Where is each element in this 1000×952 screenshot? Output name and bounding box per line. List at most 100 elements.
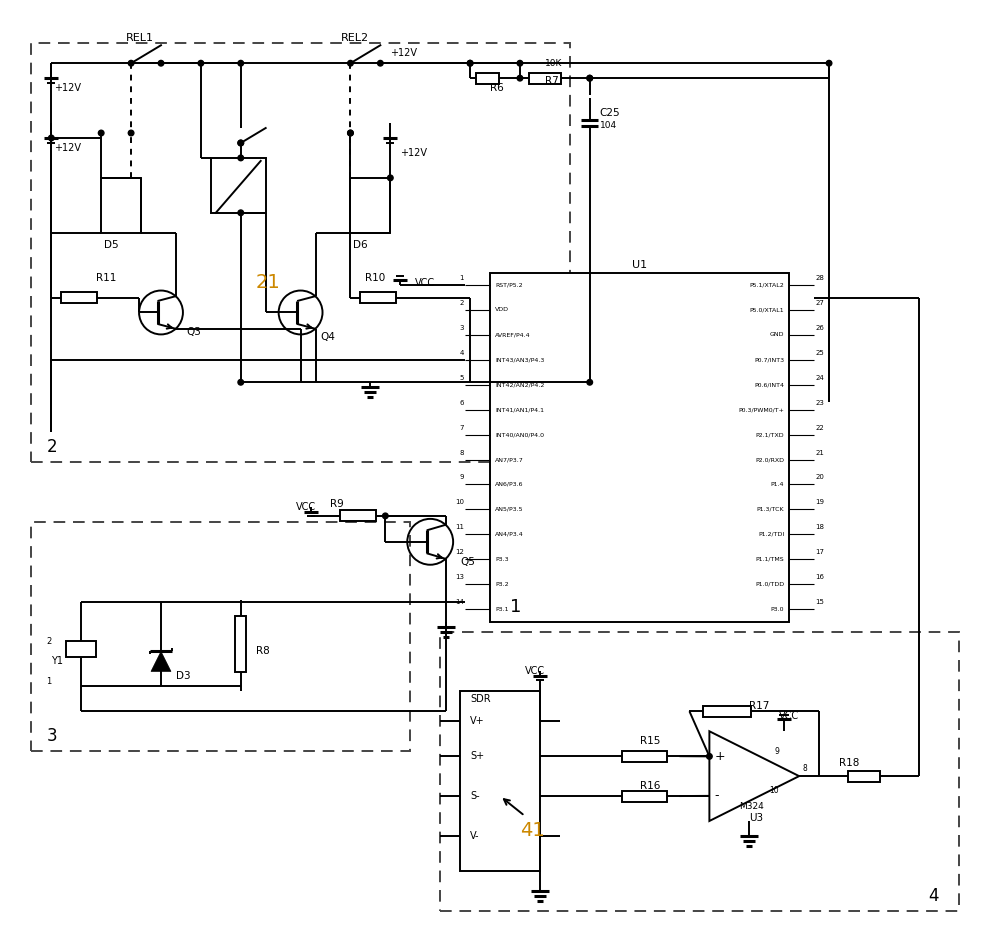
Text: M324: M324 xyxy=(739,802,764,810)
Circle shape xyxy=(517,75,523,81)
Text: R10: R10 xyxy=(365,272,386,283)
Text: R18: R18 xyxy=(839,758,859,768)
Circle shape xyxy=(238,60,244,66)
Text: R6: R6 xyxy=(490,83,504,93)
Text: 10K: 10K xyxy=(545,59,562,68)
Text: 4: 4 xyxy=(929,886,939,904)
Text: AVREF/P4.4: AVREF/P4.4 xyxy=(495,332,531,337)
Text: 20: 20 xyxy=(815,474,824,481)
Text: 104: 104 xyxy=(600,121,617,129)
Text: 15: 15 xyxy=(815,599,824,605)
Text: AN6/P3.6: AN6/P3.6 xyxy=(495,482,524,487)
Circle shape xyxy=(348,130,353,136)
Bar xyxy=(622,790,667,802)
Bar xyxy=(101,178,141,232)
Text: R9: R9 xyxy=(330,499,344,509)
Bar xyxy=(460,691,540,871)
Bar xyxy=(61,292,97,303)
Text: VDD: VDD xyxy=(495,307,509,312)
Text: +: + xyxy=(714,750,725,763)
Text: 23: 23 xyxy=(815,400,824,406)
Text: R16: R16 xyxy=(640,781,660,791)
Text: 26: 26 xyxy=(815,325,824,331)
Text: R15: R15 xyxy=(640,736,660,746)
Text: RST/P5.2: RST/P5.2 xyxy=(495,283,523,288)
Circle shape xyxy=(128,130,134,136)
Text: Q4: Q4 xyxy=(321,332,335,343)
Text: R11: R11 xyxy=(96,272,117,283)
Circle shape xyxy=(238,140,244,146)
Circle shape xyxy=(388,175,393,181)
Text: 21: 21 xyxy=(815,449,824,456)
Text: Q3: Q3 xyxy=(186,327,201,337)
Circle shape xyxy=(238,380,244,385)
Text: 10: 10 xyxy=(455,500,464,506)
Text: P5.1/XTAL2: P5.1/XTAL2 xyxy=(749,283,784,288)
Text: D5: D5 xyxy=(104,240,119,249)
Text: 22: 22 xyxy=(815,425,824,430)
Text: 41: 41 xyxy=(520,822,545,841)
Text: P1.1/TMS: P1.1/TMS xyxy=(756,557,784,562)
Text: 9: 9 xyxy=(774,747,779,756)
Text: P3.3: P3.3 xyxy=(495,557,509,562)
Text: Q5: Q5 xyxy=(460,557,475,566)
Bar xyxy=(848,770,880,782)
Circle shape xyxy=(383,513,388,519)
Text: D3: D3 xyxy=(176,671,191,682)
Text: 13: 13 xyxy=(455,574,464,580)
Text: VCC: VCC xyxy=(296,502,316,512)
Circle shape xyxy=(348,130,353,136)
Text: INT42/AN2/P4.2: INT42/AN2/P4.2 xyxy=(495,383,544,387)
Text: 4: 4 xyxy=(460,350,464,356)
Circle shape xyxy=(467,60,473,66)
Bar xyxy=(340,510,376,522)
Text: INT43/AN3/P4.3: INT43/AN3/P4.3 xyxy=(495,357,544,363)
Bar xyxy=(66,641,96,657)
Text: 17: 17 xyxy=(815,549,824,555)
Text: 8: 8 xyxy=(460,449,464,456)
Text: P1.3/TCK: P1.3/TCK xyxy=(757,506,784,512)
Text: 28: 28 xyxy=(815,275,824,281)
Text: D6: D6 xyxy=(353,240,368,249)
Text: 7: 7 xyxy=(460,425,464,430)
Text: 12: 12 xyxy=(455,549,464,555)
Text: 1: 1 xyxy=(460,275,464,281)
Circle shape xyxy=(587,380,593,385)
Text: AN4/P3.4: AN4/P3.4 xyxy=(495,532,524,537)
Text: +12V: +12V xyxy=(54,83,81,93)
Bar xyxy=(31,43,570,462)
Circle shape xyxy=(238,210,244,215)
Bar xyxy=(235,617,246,671)
Text: REL2: REL2 xyxy=(340,33,369,43)
Bar xyxy=(476,72,499,84)
Bar xyxy=(31,522,410,751)
Bar xyxy=(529,72,561,84)
Text: R8: R8 xyxy=(256,646,269,657)
Text: S+: S+ xyxy=(470,751,484,762)
Text: 5: 5 xyxy=(460,375,464,381)
Text: S-: S- xyxy=(470,791,480,801)
Text: -: - xyxy=(714,789,719,803)
Text: V+: V+ xyxy=(470,716,485,726)
Text: 8: 8 xyxy=(802,764,807,773)
Bar xyxy=(211,158,266,212)
Text: 14: 14 xyxy=(455,599,464,605)
Bar xyxy=(490,272,789,622)
Text: +12V: +12V xyxy=(400,148,427,158)
Text: INT40/AN0/P4.0: INT40/AN0/P4.0 xyxy=(495,432,544,437)
Circle shape xyxy=(49,135,54,141)
Text: REL1: REL1 xyxy=(126,33,154,43)
Bar xyxy=(703,705,751,717)
Text: P2.0/RXD: P2.0/RXD xyxy=(755,457,784,462)
Text: 2: 2 xyxy=(46,637,52,646)
Circle shape xyxy=(98,130,104,136)
Text: 2: 2 xyxy=(46,438,57,456)
Text: GND: GND xyxy=(770,332,784,337)
Circle shape xyxy=(238,155,244,161)
Text: Y1: Y1 xyxy=(51,657,63,666)
Text: AN7/P3.7: AN7/P3.7 xyxy=(495,457,524,462)
Polygon shape xyxy=(151,651,171,671)
Text: +12V: +12V xyxy=(390,49,417,58)
Text: V-: V- xyxy=(470,831,480,841)
Text: P0.3/PWM0/T+: P0.3/PWM0/T+ xyxy=(738,407,784,412)
